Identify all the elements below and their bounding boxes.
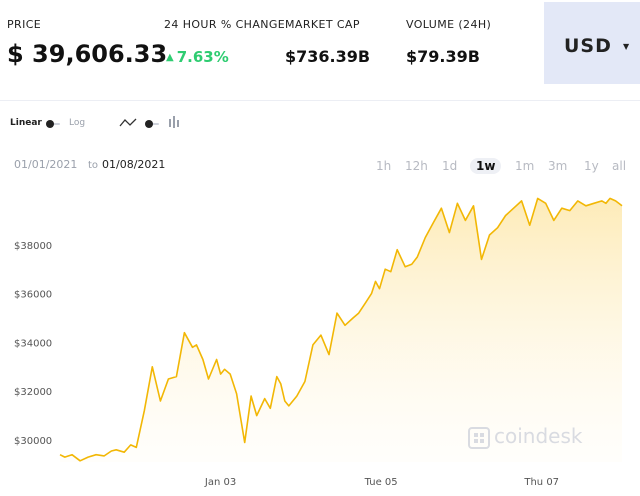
price-value: $ 39,606.33 bbox=[7, 40, 168, 68]
price-chart: $30000 $32000 $34000 $36000 $38000 Jan 03 Tue… bbox=[14, 197, 623, 488]
scale-linear-label[interactable]: Linear bbox=[10, 118, 42, 128]
x-tick-label: Jan 03 bbox=[204, 477, 236, 488]
volume-label: VOLUME (24H) bbox=[406, 18, 492, 31]
volume-value: $79.39B bbox=[406, 47, 480, 66]
y-tick-label: $38000 bbox=[14, 241, 52, 252]
change-value: ▲ 7.63% bbox=[166, 48, 229, 66]
range-button-3m[interactable]: 3m bbox=[548, 159, 568, 173]
date-to[interactable]: 01/08/2021 bbox=[102, 158, 166, 171]
x-tick-label: Thu 07 bbox=[523, 477, 559, 488]
change-percent: 7.63% bbox=[176, 48, 229, 66]
up-triangle-icon: ▲ bbox=[166, 52, 174, 63]
currency-selector[interactable]: USD ▼ bbox=[544, 2, 640, 84]
scale-log-label[interactable]: Log bbox=[69, 118, 86, 128]
chart-type-toggle[interactable] bbox=[145, 120, 159, 128]
y-tick-label: $34000 bbox=[14, 338, 52, 349]
range-button-1y[interactable]: 1y bbox=[584, 159, 599, 173]
date-to-word: to bbox=[88, 160, 99, 171]
change-label: 24 HOUR % CHANGE bbox=[164, 18, 286, 31]
marketcap-label: MARKET CAP bbox=[285, 18, 360, 31]
line-chart-icon[interactable] bbox=[119, 117, 137, 129]
x-axis: Jan 03 Tue 05 Thu 07 bbox=[204, 477, 559, 488]
range-button-1w[interactable]: 1w bbox=[470, 158, 502, 174]
caret-down-icon: ▼ bbox=[623, 42, 630, 51]
price-header: PRICE $ 39,606.33 24 HOUR % CHANGE ▲ 7.63… bbox=[0, 0, 640, 101]
plot-area bbox=[59, 197, 623, 462]
range-button-1d[interactable]: 1d bbox=[442, 159, 458, 173]
x-tick-label: Tue 05 bbox=[364, 477, 398, 488]
date-from[interactable]: 01/01/2021 bbox=[14, 158, 78, 171]
range-button-12h[interactable]: 12h bbox=[405, 159, 428, 173]
currency-label: USD bbox=[564, 35, 612, 57]
marketcap-value: $736.39B bbox=[285, 47, 371, 66]
y-axis: $30000 $32000 $34000 $36000 $38000 bbox=[14, 241, 52, 447]
candlestick-icon[interactable] bbox=[168, 116, 180, 129]
range-button-1h[interactable]: 1h bbox=[376, 159, 392, 173]
range-button-1m[interactable]: 1m bbox=[515, 159, 535, 173]
price-area-fill bbox=[60, 198, 622, 462]
range-button-all[interactable]: all bbox=[612, 159, 627, 173]
coindesk-logo-icon bbox=[468, 427, 490, 449]
price-label: PRICE bbox=[7, 18, 42, 31]
price-line bbox=[59, 197, 623, 462]
watermark: coindesk bbox=[494, 424, 583, 448]
y-tick-label: $32000 bbox=[14, 387, 52, 398]
scale-toggle[interactable] bbox=[46, 120, 60, 128]
chart-controls: Linear Log bbox=[0, 112, 640, 136]
y-tick-label: $36000 bbox=[14, 290, 52, 301]
y-tick-label: $30000 bbox=[14, 436, 52, 447]
